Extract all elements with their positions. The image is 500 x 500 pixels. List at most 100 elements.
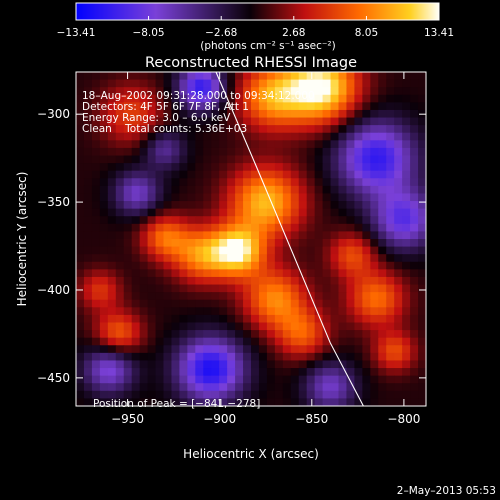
heatmap-cell bbox=[147, 360, 157, 369]
heatmap-cell bbox=[370, 337, 379, 346]
heatmap-cell bbox=[115, 125, 125, 134]
heatmap-cell bbox=[346, 94, 355, 103]
heatmap-cell bbox=[346, 201, 355, 210]
heatmap-cell bbox=[410, 375, 419, 384]
heatmap-cell bbox=[203, 163, 212, 172]
heatmap-cell bbox=[306, 87, 316, 96]
heatmap-cell bbox=[298, 155, 308, 164]
heatmap-cell bbox=[298, 269, 308, 278]
heatmap-cell bbox=[123, 269, 133, 278]
heatmap-cell bbox=[203, 375, 212, 384]
heatmap-cell bbox=[147, 239, 157, 248]
heatmap-cell bbox=[163, 163, 173, 172]
heatmap-cell bbox=[243, 368, 252, 377]
heatmap-cell bbox=[91, 125, 101, 134]
heatmap-cell bbox=[235, 208, 244, 217]
heatmap-cell bbox=[187, 299, 196, 308]
heatmap-cell bbox=[346, 246, 355, 255]
heatmap-cell bbox=[370, 178, 379, 187]
heatmap-cell bbox=[298, 201, 308, 210]
heatmap-cell bbox=[195, 79, 204, 88]
heatmap-cell bbox=[370, 223, 379, 233]
heatmap-cell bbox=[211, 246, 220, 255]
heatmap-cell bbox=[306, 185, 316, 195]
heatmap-cell bbox=[99, 330, 109, 339]
heatmap-cell bbox=[219, 239, 228, 248]
heatmap-cell bbox=[338, 87, 348, 96]
heatmap-cell bbox=[227, 299, 236, 308]
heatmap-cell bbox=[330, 368, 340, 377]
heatmap-cell bbox=[378, 246, 387, 255]
heatmap-cell bbox=[99, 79, 109, 88]
heatmap-cell bbox=[354, 132, 363, 141]
heatmap-cell bbox=[298, 307, 308, 316]
heatmap-cell bbox=[306, 170, 316, 179]
heatmap-cell bbox=[282, 269, 292, 278]
heatmap-cell bbox=[155, 231, 165, 240]
heatmap-cell bbox=[115, 79, 125, 88]
heatmap-cell bbox=[346, 307, 355, 316]
heatmap-cell bbox=[179, 352, 188, 362]
heatmap-cell bbox=[99, 223, 109, 233]
heatmap-cell bbox=[266, 398, 276, 406]
heatmap-cell bbox=[274, 299, 284, 308]
heatmap-cell bbox=[362, 398, 371, 406]
heatmap-cell bbox=[211, 307, 220, 316]
heatmap-cell bbox=[219, 246, 228, 255]
heatmap-cell bbox=[227, 125, 236, 134]
heatmap-cell bbox=[418, 292, 426, 301]
heatmap-cell bbox=[179, 163, 188, 172]
heatmap-cell bbox=[195, 383, 204, 392]
heatmap-cell bbox=[131, 322, 141, 331]
heatmap-cell bbox=[131, 185, 141, 195]
heatmap-cell bbox=[314, 307, 324, 316]
heatmap-cell bbox=[354, 330, 363, 339]
heatmap-cell bbox=[187, 375, 196, 384]
heatmap-cell bbox=[394, 398, 403, 406]
heatmap-cell bbox=[99, 345, 109, 354]
heatmap-cell bbox=[139, 390, 149, 400]
heatmap-cell bbox=[314, 94, 324, 103]
heatmap-cell bbox=[266, 178, 276, 187]
heatmap-cell bbox=[171, 109, 180, 119]
heatmap-cell bbox=[211, 163, 220, 172]
heatmap-cell bbox=[123, 132, 133, 141]
heatmap-cell bbox=[115, 170, 125, 179]
heatmap-cell bbox=[330, 345, 340, 354]
heatmap-cell bbox=[195, 125, 204, 134]
heatmap-cell bbox=[83, 390, 93, 400]
heatmap-cell bbox=[179, 360, 188, 369]
heatmap-cell bbox=[394, 330, 403, 339]
heatmap-cell bbox=[115, 223, 125, 233]
heatmap-cell bbox=[362, 375, 371, 384]
heatmap-cell bbox=[378, 178, 387, 187]
heatmap-cell bbox=[163, 132, 173, 141]
heatmap-cell bbox=[147, 345, 157, 354]
heatmap-cell bbox=[274, 269, 284, 278]
heatmap-cell bbox=[266, 102, 276, 111]
heatmap-cell bbox=[251, 307, 260, 316]
heatmap-cell bbox=[99, 239, 109, 248]
heatmap-cell bbox=[99, 375, 109, 384]
heatmap-cell bbox=[274, 208, 284, 217]
heatmap-cell bbox=[171, 94, 180, 103]
heatmap-cell bbox=[147, 79, 157, 88]
heatmap-cell bbox=[386, 155, 395, 164]
colorbar-tick-label: 13.41 bbox=[424, 27, 454, 39]
heatmap-cell bbox=[211, 208, 220, 217]
heatmap-cell bbox=[76, 398, 85, 406]
heatmap-cell bbox=[306, 352, 316, 362]
heatmap-cell bbox=[354, 322, 363, 331]
heatmap-cell bbox=[362, 261, 371, 270]
heatmap-cell bbox=[274, 79, 284, 88]
heatmap-cell bbox=[147, 216, 157, 225]
heatmap-cell bbox=[155, 299, 165, 308]
heatmap-cell bbox=[131, 314, 141, 324]
heatmap-cell bbox=[258, 246, 268, 255]
heatmap-cell bbox=[163, 360, 173, 369]
heatmap-cell bbox=[195, 140, 204, 149]
heatmap-cell bbox=[211, 94, 220, 103]
heatmap-cell bbox=[76, 94, 85, 103]
heatmap-cell bbox=[298, 261, 308, 270]
heatmap-cell bbox=[99, 398, 109, 406]
